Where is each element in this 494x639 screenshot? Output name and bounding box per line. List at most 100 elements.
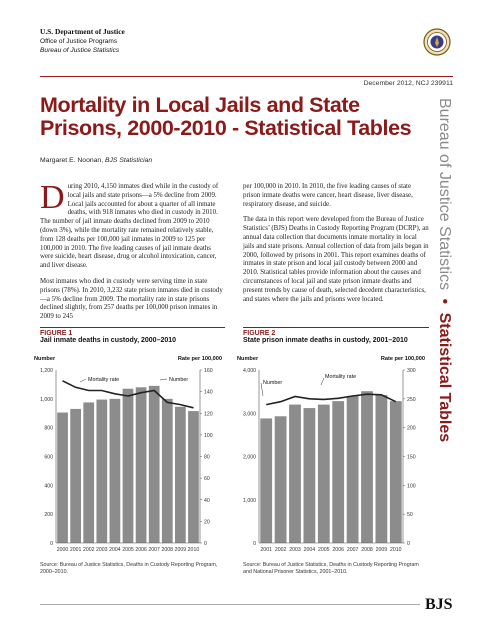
x-tick-label: 2010 [188, 547, 200, 553]
x-tick-label: 2008 [161, 547, 173, 553]
x-tick-label: 2010 [390, 547, 402, 553]
y2-tick-label: 0 [407, 541, 410, 547]
figure-1-rule [40, 327, 225, 328]
bar [274, 416, 287, 543]
x-tick-label: 2006 [135, 547, 147, 553]
y2-tick-label: 300 [407, 368, 416, 374]
number-annotation: Number [263, 380, 282, 386]
x-tick-label: 2001 [260, 547, 272, 553]
figure-2-label: FIGURE 2 [243, 330, 276, 337]
bar [361, 391, 373, 543]
number-leader [260, 382, 264, 397]
y-tick-label: 200 [44, 512, 53, 518]
bureau-name: Bureau of Justice Statistics [40, 47, 120, 54]
header-rule [40, 76, 453, 77]
x-tick-label: 2002 [275, 547, 287, 553]
x-tick-label: 2009 [376, 547, 388, 553]
bar [96, 399, 108, 543]
y2-tick-label: 100 [204, 433, 213, 439]
y2-tick-label: 140 [204, 390, 213, 396]
y-tick-label: 1,000 [40, 397, 53, 403]
figure-2-source: Source: Bureau of Justice Statistics, De… [243, 562, 419, 575]
bar [83, 402, 95, 543]
x-tick-label: 2008 [361, 547, 373, 553]
figure-1-source: Source: Bureau of Justice Statistics, De… [40, 562, 218, 575]
bar [57, 412, 68, 543]
agency-header: U.S. Department of Justice Office of Jus… [40, 27, 125, 56]
x-tick-label: 2003 [289, 547, 301, 553]
sidebar-statistical-tables: Statistical Tables [436, 313, 453, 443]
x-tick-label: 2007 [347, 547, 359, 553]
bjs-logo: BJS [425, 596, 453, 613]
y-tick-label: 0 [50, 541, 53, 547]
y-tick-label: 1,000 [243, 498, 256, 504]
bar [303, 408, 316, 543]
author-name: Margaret E. Noonan, [40, 157, 105, 164]
y2-tick-label: 250 [407, 397, 416, 403]
y2-tick-label: 60 [204, 476, 210, 482]
x-tick-label: 2002 [83, 547, 95, 553]
office-name: Office of Justice Programs [40, 37, 118, 45]
y-tick-label: 4,000 [243, 368, 256, 374]
y2-tick-label: 100 [407, 483, 416, 489]
bar [135, 387, 147, 543]
methodology-paragraph: The data in this report were developed f… [243, 216, 429, 303]
bar [188, 411, 199, 543]
author-role: BJS Statistician [104, 157, 153, 164]
bar [260, 418, 273, 543]
y-tick-label: 600 [44, 455, 53, 461]
bar [161, 398, 173, 543]
y-tick-label: 0 [253, 541, 256, 547]
y2-tick-label: 40 [204, 498, 210, 504]
sidebar-bureau: Bureau of Justice Statistics [436, 98, 453, 290]
figure-2-rule [243, 327, 429, 328]
bar [332, 401, 345, 543]
footer-rule [40, 604, 420, 605]
x-tick-label: 2005 [318, 547, 330, 553]
y2-tick-label: 160 [204, 368, 213, 374]
right-axis-label: Rate per 100,000 [178, 356, 222, 362]
bar [109, 398, 121, 543]
figure-2: FIGURE 2 State prison inmate deaths in c… [243, 327, 429, 344]
report-title: Mortality in Local Jails and State Priso… [40, 94, 430, 140]
bar [375, 395, 388, 543]
body-column-2: per 100,000 in 2010. In 2010, the five l… [243, 183, 429, 311]
y-tick-label: 800 [44, 426, 53, 432]
bar [174, 406, 186, 543]
x-tick-label: 2003 [96, 547, 108, 553]
series-sidebar: Bureau of Justice Statistics • Statistic… [436, 98, 453, 443]
x-tick-label: 2000 [57, 547, 69, 553]
doj-seal-icon [423, 28, 451, 56]
x-tick-label: 2007 [148, 547, 160, 553]
left-axis-label: Number [237, 356, 259, 362]
bar [289, 404, 301, 543]
rate-leader [320, 377, 325, 386]
sidebar-bullet: • [436, 299, 453, 305]
rate-annotation: Mortality rate [325, 374, 356, 380]
issue-date: December 2012, NCJ 239911 [363, 80, 453, 87]
y2-tick-label: 50 [407, 512, 413, 518]
prison-paragraph: Most inmates who died in custody were se… [40, 277, 223, 321]
y2-tick-label: 200 [407, 426, 416, 432]
drop-cap: D [40, 179, 65, 216]
number-leader [159, 378, 168, 381]
causes-paragraph: per 100,000 in 2010. In 2010, the five l… [243, 183, 413, 208]
rate-line [266, 393, 397, 406]
bar [148, 385, 160, 543]
y-tick-label: 400 [44, 483, 53, 489]
rate-leader [79, 378, 87, 383]
x-tick-label: 2004 [304, 547, 316, 553]
left-axis-label: Number [34, 356, 56, 362]
figure-1: FIGURE 1 Jail inmate deaths in custody, … [40, 327, 225, 344]
y-tick-label: 3,000 [243, 411, 256, 417]
x-tick-label: 2001 [70, 547, 82, 553]
y-tick-label: 2,000 [243, 455, 256, 461]
bar [70, 408, 82, 543]
y2-tick-label: 20 [204, 519, 210, 525]
y2-tick-label: 0 [204, 541, 207, 547]
y2-tick-label: 120 [204, 411, 213, 417]
x-tick-label: 2006 [332, 547, 344, 553]
x-tick-label: 2004 [109, 547, 121, 553]
